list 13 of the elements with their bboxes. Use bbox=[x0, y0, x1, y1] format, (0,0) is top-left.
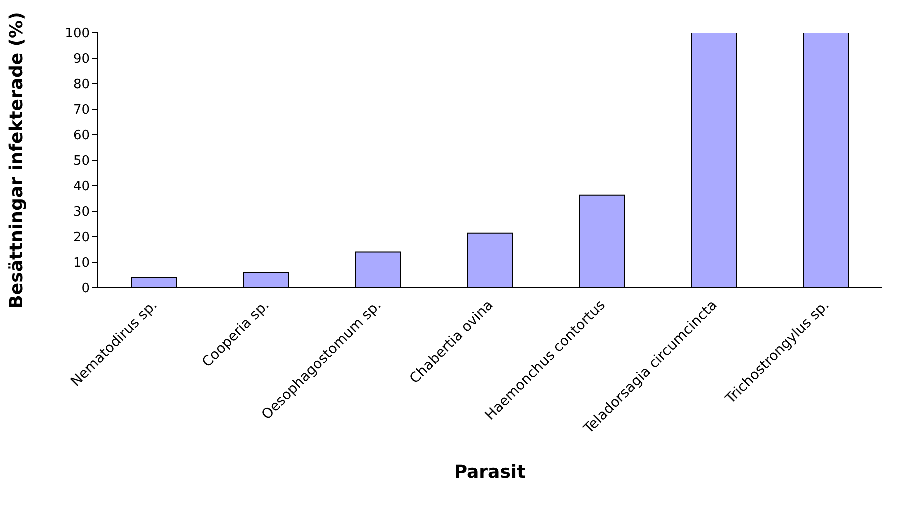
y-axis-title: Besättningar infekterade (%) bbox=[6, 12, 28, 309]
y-tick-label: 10 bbox=[73, 256, 90, 272]
y-tick-label: 40 bbox=[73, 180, 90, 195]
y-tick-label: 70 bbox=[73, 103, 90, 118]
y-tick-label: 0 bbox=[82, 282, 90, 297]
x-axis-title: Parasit bbox=[454, 462, 526, 483]
y-tick-label: 100 bbox=[65, 26, 90, 42]
y-tick-label: 60 bbox=[73, 128, 90, 144]
y-tick-label: 90 bbox=[73, 52, 90, 68]
y-tick-label: 50 bbox=[73, 154, 90, 170]
y-tick-label: 80 bbox=[73, 78, 90, 93]
y-tick-label: 20 bbox=[73, 230, 90, 246]
y-tick-label: 30 bbox=[73, 205, 90, 220]
